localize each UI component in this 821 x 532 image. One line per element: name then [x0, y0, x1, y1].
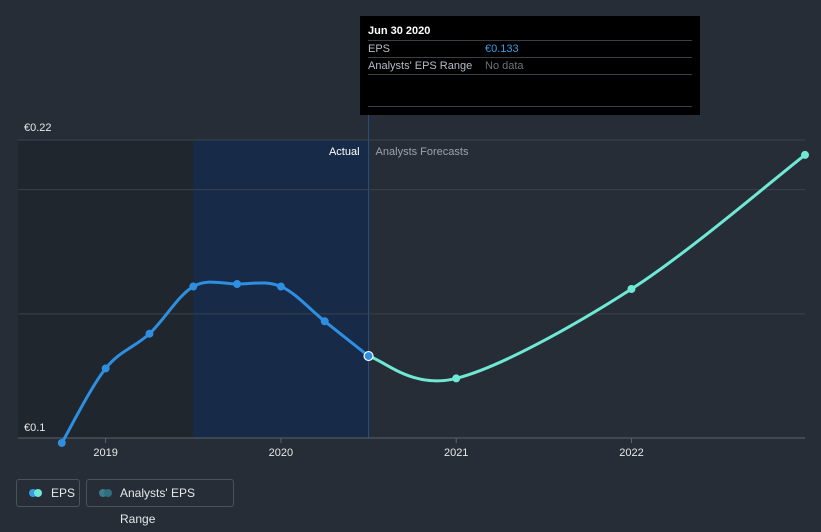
legend-eps-button[interactable]: EPS — [16, 479, 80, 507]
highlighted-point-actual[interactable] — [363, 350, 374, 362]
data-point-actual[interactable] — [276, 282, 285, 291]
data-point-forecast[interactable] — [452, 374, 461, 383]
range-legend-dot-icon-2 — [104, 489, 112, 497]
data-point-forecast[interactable] — [627, 285, 636, 293]
x-axis: 2019 2020 2021 2022 — [93, 438, 644, 459]
tooltip-range-label: Analysts' EPS Range — [368, 60, 473, 72]
data-point-actual[interactable] — [57, 438, 66, 447]
tooltip-row-range: Analysts' EPS Range No data — [368, 57, 692, 75]
y-tick-label-top: €0.22 — [24, 122, 52, 134]
data-point-actual[interactable] — [101, 364, 110, 373]
x-tick-label: 2020 — [269, 447, 293, 459]
y-tick-label-bottom: €0.1 — [24, 422, 45, 434]
gridlines — [18, 139, 805, 439]
data-point-actual[interactable] — [233, 280, 242, 289]
tooltip-title: Jun 30 2020 — [368, 25, 431, 37]
eps-legend-dot-icon-2 — [34, 489, 42, 497]
tooltip-eps-value: €0.133 — [485, 43, 519, 55]
range-legend-dot-icon — [99, 489, 107, 497]
tooltip-eps-label: EPS — [368, 43, 391, 55]
x-tick-label: 2021 — [444, 447, 468, 459]
legend-range-label: Analysts' EPS Range — [120, 486, 195, 526]
tooltip-range-value: No data — [485, 60, 524, 72]
tooltip-row-eps: EPS €0.133 — [368, 40, 692, 58]
data-point-actual[interactable] — [320, 317, 329, 326]
data-point-actual[interactable] — [189, 282, 198, 291]
legend-eps-label: EPS — [51, 486, 76, 500]
forecast-region-label: Analysts Forecasts — [376, 146, 469, 158]
tooltip-row-spacer — [368, 74, 692, 107]
series-line-forecast — [367, 153, 807, 383]
x-tick-label: 2019 — [93, 447, 117, 459]
actual-region-label: Actual — [329, 146, 360, 158]
legend-range-button[interactable]: Analysts' EPS Range — [86, 479, 234, 526]
eps-legend-dot-icon — [29, 489, 37, 497]
tooltip: Jun 30 2020 EPS €0.133 Analysts' EPS Ran… — [360, 16, 700, 115]
data-point-actual[interactable] — [145, 329, 154, 338]
eps-chart: €0.22 €0.1 Actual Analysts Forecasts 201… — [18, 16, 809, 459]
data-point-forecast[interactable] — [801, 150, 809, 159]
past-region-shade — [18, 140, 194, 438]
series-layer — [57, 150, 809, 447]
x-tick-label: 2022 — [619, 447, 643, 459]
